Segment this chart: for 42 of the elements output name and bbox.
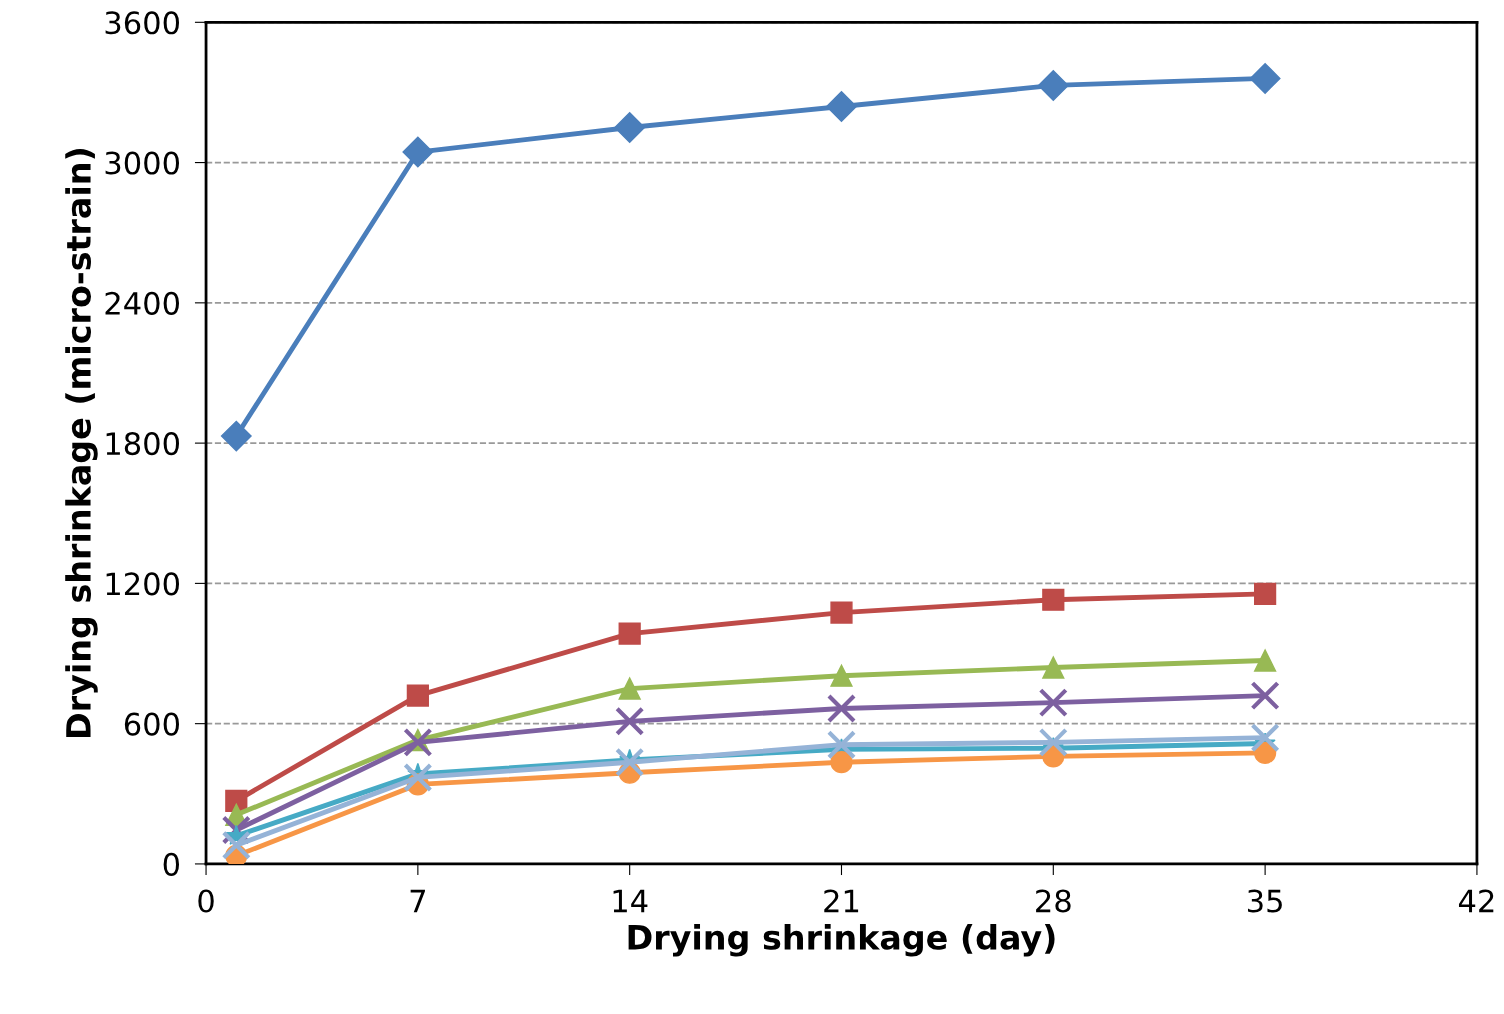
y-tick-label: 1800 [106,432,180,456]
point [830,601,853,624]
point [615,706,645,736]
point [1254,649,1277,672]
y-tick-label: 1200 [106,572,180,596]
point [618,677,641,700]
point [1250,723,1280,753]
point [1042,656,1065,679]
point [1037,70,1069,101]
x-tick-label: 35 [1248,889,1282,913]
point [1038,727,1068,757]
point [830,751,853,774]
point [1254,582,1277,606]
point [1038,688,1068,718]
point [402,136,434,168]
point [220,420,252,452]
point [614,112,646,143]
x-tick-label: 0 [198,889,214,913]
x-tick-label: 7 [410,889,425,913]
y-tick-label: 3600 [105,11,180,35]
point [403,762,433,793]
y-tick-label: 600 [124,712,180,736]
point [221,830,251,860]
x-tick-label: 28 [1036,889,1071,913]
x-axis-title: Drying shrinkage (day) [628,924,1055,957]
point [1250,681,1280,711]
point [826,91,857,122]
y-tick-label: 0 [163,852,180,876]
y-tick-label: 2400 [105,291,180,315]
point [830,664,853,687]
point [1042,588,1065,611]
point [406,684,429,707]
x-tick-label: 21 [824,889,859,913]
y-tick-label: 3000 [105,151,180,175]
point [1249,62,1281,94]
y-axis-title: Drying shrinkage (micro-strain) [65,149,98,737]
point [826,730,857,760]
point [618,622,641,645]
point [615,747,645,777]
point [826,693,857,724]
x-tick-label: 14 [613,889,648,913]
x-tick-label: 42 [1458,889,1494,913]
